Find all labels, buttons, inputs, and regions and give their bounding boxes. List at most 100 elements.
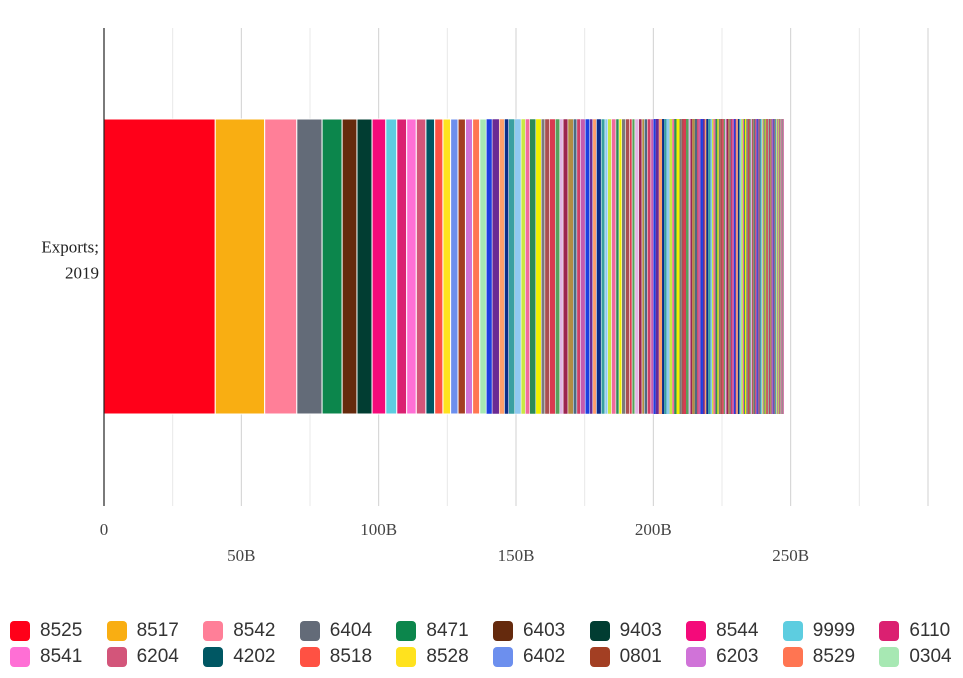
bar-segment-minor[interactable]: [669, 119, 673, 414]
legend-item[interactable]: 6204: [106, 646, 204, 668]
bar-segment-minor[interactable]: [641, 118, 645, 415]
bar-segment-8518[interactable]: [434, 118, 444, 415]
legend-item[interactable]: 8525: [10, 620, 107, 642]
bar-segment-6402[interactable]: [450, 118, 459, 415]
bar-segment-6403[interactable]: [341, 118, 358, 415]
bar-segment-minor[interactable]: [576, 118, 581, 415]
bar-segment-minor[interactable]: [775, 119, 776, 414]
bar-segment-minor[interactable]: [697, 119, 699, 414]
bar-segment-minor[interactable]: [702, 119, 705, 414]
legend-item[interactable]: 4202: [203, 646, 300, 668]
bar-segment-minor[interactable]: [712, 119, 714, 414]
bar-segment-8525[interactable]: [103, 118, 216, 415]
bar-segment-6404[interactable]: [296, 118, 323, 415]
bar-segment-minor[interactable]: [621, 118, 626, 415]
bar-segment-9403[interactable]: [356, 118, 373, 415]
bar-segment-minor[interactable]: [580, 118, 586, 415]
bar-segment-minor[interactable]: [629, 118, 633, 415]
bar-segment-minor[interactable]: [615, 118, 620, 415]
legend-item[interactable]: 6110: [879, 620, 963, 642]
bar-segment-minor[interactable]: [771, 119, 773, 414]
bar-segment-minor[interactable]: [747, 119, 749, 414]
bar-segment-minor[interactable]: [611, 118, 617, 415]
bar-segment-8528[interactable]: [442, 118, 452, 415]
bar-segment-minor[interactable]: [776, 119, 778, 414]
bar-segment-minor[interactable]: [774, 119, 776, 414]
bar-segment-minor[interactable]: [741, 119, 743, 414]
bar-segment-8541[interactable]: [406, 118, 417, 415]
legend-item[interactable]: 6403: [492, 620, 590, 642]
bar-segment-minor[interactable]: [592, 118, 597, 415]
bar-segment-8471[interactable]: [321, 118, 343, 415]
bar-segment-minor[interactable]: [766, 119, 767, 414]
bar-segment-minor[interactable]: [723, 119, 725, 414]
bar-segment-minor[interactable]: [752, 119, 754, 414]
bar-segment-minor[interactable]: [749, 119, 751, 414]
legend-item[interactable]: 8517: [106, 620, 204, 642]
bar-segment-minor[interactable]: [555, 118, 560, 415]
bar-segment-minor[interactable]: [498, 118, 505, 415]
bar-segment-minor[interactable]: [589, 118, 594, 415]
bar-segment-minor[interactable]: [638, 118, 643, 415]
legend-item[interactable]: 8471: [396, 620, 493, 642]
bar-segment-minor[interactable]: [686, 119, 689, 414]
bar-segment-minor[interactable]: [529, 118, 537, 415]
bar-segment-minor[interactable]: [772, 119, 774, 414]
bar-segment-minor[interactable]: [730, 119, 733, 414]
bar-segment-minor[interactable]: [753, 119, 755, 414]
bar-segment-6204[interactable]: [415, 118, 427, 415]
bar-segment-minor[interactable]: [758, 119, 760, 414]
bar-segment-minor[interactable]: [491, 118, 500, 415]
bar-segment-minor[interactable]: [739, 119, 741, 414]
bar-segment-minor[interactable]: [766, 119, 768, 414]
bar-segment-minor[interactable]: [525, 118, 530, 415]
bar-segment-minor[interactable]: [763, 119, 765, 414]
bar-segment-minor[interactable]: [664, 119, 667, 414]
bar-segment-minor[interactable]: [746, 119, 748, 414]
bar-segment-minor[interactable]: [780, 119, 781, 414]
bar-segment-minor[interactable]: [631, 118, 636, 415]
bar-segment-8517[interactable]: [214, 118, 266, 415]
bar-segment-minor[interactable]: [735, 119, 737, 414]
bar-segment-minor[interactable]: [573, 118, 578, 415]
bar-segment-minor[interactable]: [653, 119, 656, 414]
bar-segment-minor[interactable]: [706, 119, 709, 414]
bar-segment-minor[interactable]: [754, 119, 756, 414]
bar-segment-minor[interactable]: [625, 118, 630, 415]
bar-segment-minor[interactable]: [710, 119, 713, 414]
bar-segment-minor[interactable]: [778, 119, 780, 414]
bar-segment-minor[interactable]: [762, 119, 764, 414]
bar-segment-minor[interactable]: [688, 119, 691, 414]
bar-segment-minor[interactable]: [713, 119, 716, 414]
bar-segment-4202[interactable]: [425, 118, 436, 415]
legend-item[interactable]: 9999: [782, 620, 880, 642]
bar-segment-minor[interactable]: [782, 119, 784, 414]
bar-segment-minor[interactable]: [567, 118, 574, 415]
bar-segment-minor[interactable]: [769, 119, 771, 414]
bar-segment-minor[interactable]: [704, 119, 707, 414]
bar-segment-minor[interactable]: [720, 119, 723, 414]
bar-segment-minor[interactable]: [728, 119, 730, 414]
bar-segment-minor[interactable]: [658, 119, 663, 414]
bar-segment-minor[interactable]: [757, 119, 759, 414]
bar-segment-minor[interactable]: [750, 119, 752, 414]
bar-segment-0801[interactable]: [457, 118, 466, 415]
bar-segment-minor[interactable]: [756, 119, 758, 414]
bar-segment-minor[interactable]: [729, 119, 731, 414]
bar-segment-0304[interactable]: [479, 118, 487, 415]
bar-segment-minor[interactable]: [698, 119, 701, 414]
bar-segment-minor[interactable]: [600, 118, 606, 415]
bar-segment-minor[interactable]: [520, 118, 526, 415]
bar-segment-minor[interactable]: [762, 119, 763, 414]
legend-item[interactable]: 8541: [10, 646, 107, 668]
bar-segment-minor[interactable]: [700, 119, 703, 414]
bar-segment-8542[interactable]: [264, 118, 298, 415]
bar-segment-minor[interactable]: [679, 119, 682, 414]
bar-segment-minor[interactable]: [694, 119, 698, 414]
bar-segment-minor[interactable]: [764, 119, 766, 414]
bar-segment-8529[interactable]: [472, 118, 481, 415]
bar-segment-minor[interactable]: [770, 119, 772, 414]
bar-segment-minor[interactable]: [768, 119, 770, 414]
bar-segment-minor[interactable]: [726, 119, 729, 414]
bar-segment-minor[interactable]: [780, 119, 782, 414]
